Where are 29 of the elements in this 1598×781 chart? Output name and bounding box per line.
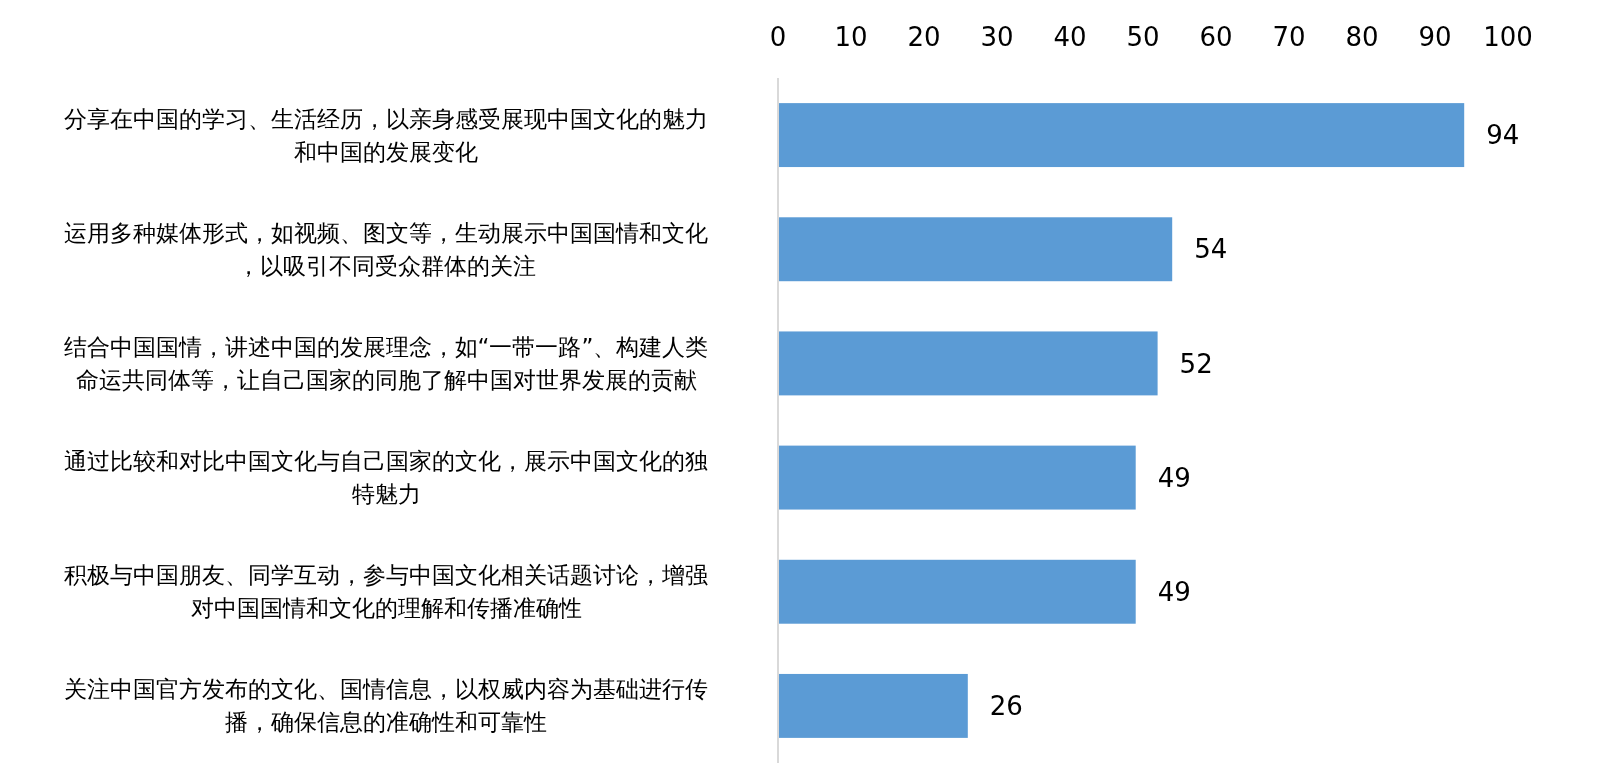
x-tick-label: 70 [1272,22,1306,52]
bar [778,331,1158,396]
y-tick-label: 分享在中国的学习、生活经历，以亲身感受展现中国文化的魅力和中国的发展变化 [64,105,708,165]
x-tick-label: 80 [1345,22,1379,52]
bar [778,103,1465,168]
data-label: 52 [1179,348,1213,379]
x-tick-label: 30 [980,22,1014,52]
y-tick-label: 关注中国官方发布的文化、国情信息，以权威内容为基础进行传播，确保信息的准确性和可靠性 [64,676,708,736]
y-tick-label: 结合中国国情，讲述中国的发展理念，如“一带一路”、构建人类命运共同体等，让自己国家的同胞了解中国对世界发展的贡献 [63,333,709,393]
y-tick-label: 通过比较和对比中国文化与自己国家的文化，展示中国文化的独特魅力 [64,448,708,508]
bar [778,217,1173,282]
x-tick-label: 100 [1483,22,1533,52]
x-tick-label: 50 [1126,22,1160,52]
data-label: 49 [1157,576,1191,607]
bar [778,445,1136,510]
x-tick-label: 0 [769,22,787,52]
data-label: 54 [1194,234,1228,265]
x-tick-label: 90 [1418,22,1452,52]
y-tick-label: 积极与中国朋友、同学互动，参与中国文化相关话题讨论，增强对中国国情和文化的理解和传播准确性 [64,562,708,622]
data-label: 94 [1486,120,1520,151]
bar [778,673,968,738]
x-tick-label: 20 [907,22,941,52]
x-tick-label: 10 [834,22,868,52]
y-tick-label: 运用多种媒体形式，如视频、图文等，生动展示中国国情和文化，以吸引不同受众群体的关注 [64,219,708,279]
bar [778,559,1136,624]
x-tick-label: 40 [1053,22,1087,52]
data-label: 49 [1157,462,1191,493]
data-label: 26 [989,691,1023,722]
x-tick-label: 60 [1199,22,1233,52]
